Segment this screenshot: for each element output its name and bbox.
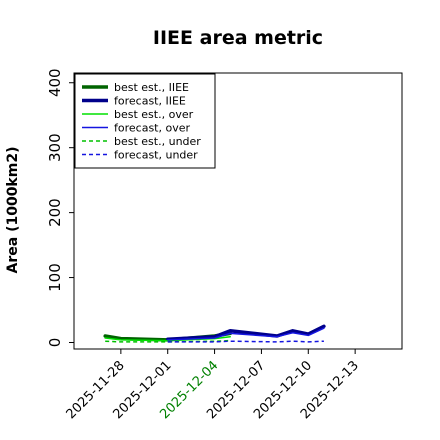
series-line-3 <box>166 327 325 341</box>
legend-label-5: forecast, under <box>114 149 198 162</box>
y-axis: 0 100 200 300 400 <box>46 68 74 347</box>
x-axis: 2025-11-282025-12-012025-12-042025-12-07… <box>64 349 362 422</box>
legend-label-1: forecast, IIEE <box>114 95 186 108</box>
legend-label-3: forecast, over <box>114 122 190 135</box>
legend-box <box>74 73 216 169</box>
series-line-1 <box>165 324 326 342</box>
series-line-5 <box>167 340 324 343</box>
y-tick-label-0: 0 <box>46 338 64 348</box>
chart-title: IIEE area metric <box>153 27 323 49</box>
plot-frame <box>73 72 403 350</box>
y-axis-label: Area (1000km2) <box>5 147 21 274</box>
legend-label-2: best est., over <box>114 108 194 121</box>
y-tick-label-1: 100 <box>46 263 64 292</box>
legend-label-0: best est., IIEE <box>114 81 189 94</box>
series-layer <box>103 324 326 343</box>
y-tick-label-2: 200 <box>46 198 64 227</box>
legend-label-4: best est., under <box>114 135 201 148</box>
y-tick-label-4: 400 <box>46 68 64 97</box>
y-tick-label-3: 300 <box>46 133 64 162</box>
